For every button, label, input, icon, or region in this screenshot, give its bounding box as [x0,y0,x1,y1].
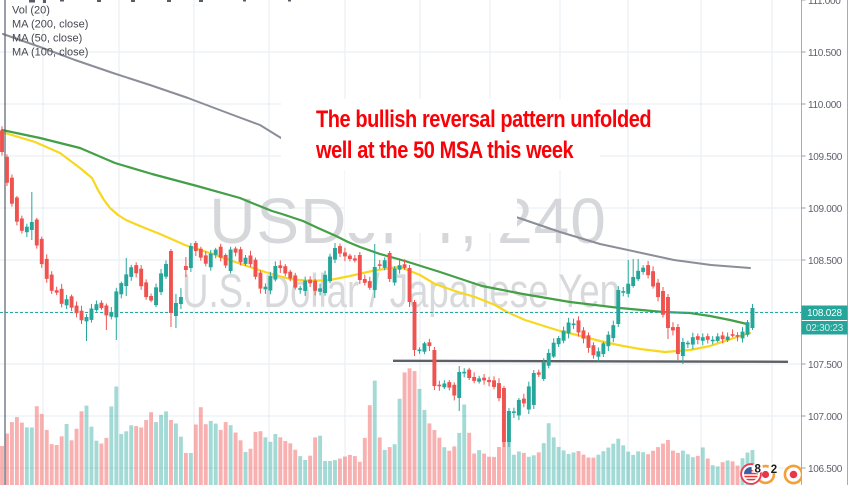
svg-text:2: 2 [771,464,777,476]
svg-text:107.500: 107.500 [808,360,843,371]
svg-text:U.S. Dollar / Japanese Yen: U.S. Dollar / Japanese Yen [182,265,620,317]
svg-text:110.000: 110.000 [808,100,842,111]
svg-text:MA (100, close): MA (100, close) [12,47,88,59]
svg-text:MA (50, close): MA (50, close) [12,33,82,45]
svg-text:Vol (20): Vol (20) [12,5,50,17]
svg-text:111.000: 111.000 [808,0,841,7]
svg-text:106.500: 106.500 [808,464,843,475]
svg-text:108.500: 108.500 [808,256,843,267]
svg-text:02:30:23: 02:30:23 [806,323,844,334]
svg-text:110.500: 110.500 [808,48,842,59]
svg-text:107.000: 107.000 [808,412,843,423]
svg-text:109.500: 109.500 [808,152,843,163]
svg-text:108.028: 108.028 [807,308,842,319]
svg-text:MA (200, close): MA (200, close) [12,19,88,31]
svg-text:8: 8 [755,464,762,476]
svg-text:The bullish reversal pattern u: The bullish reversal pattern unfolded [316,105,651,132]
svg-text:109.000: 109.000 [808,204,843,215]
svg-text:well at the 50 MSA this week: well at the 50 MSA this week [315,136,574,163]
